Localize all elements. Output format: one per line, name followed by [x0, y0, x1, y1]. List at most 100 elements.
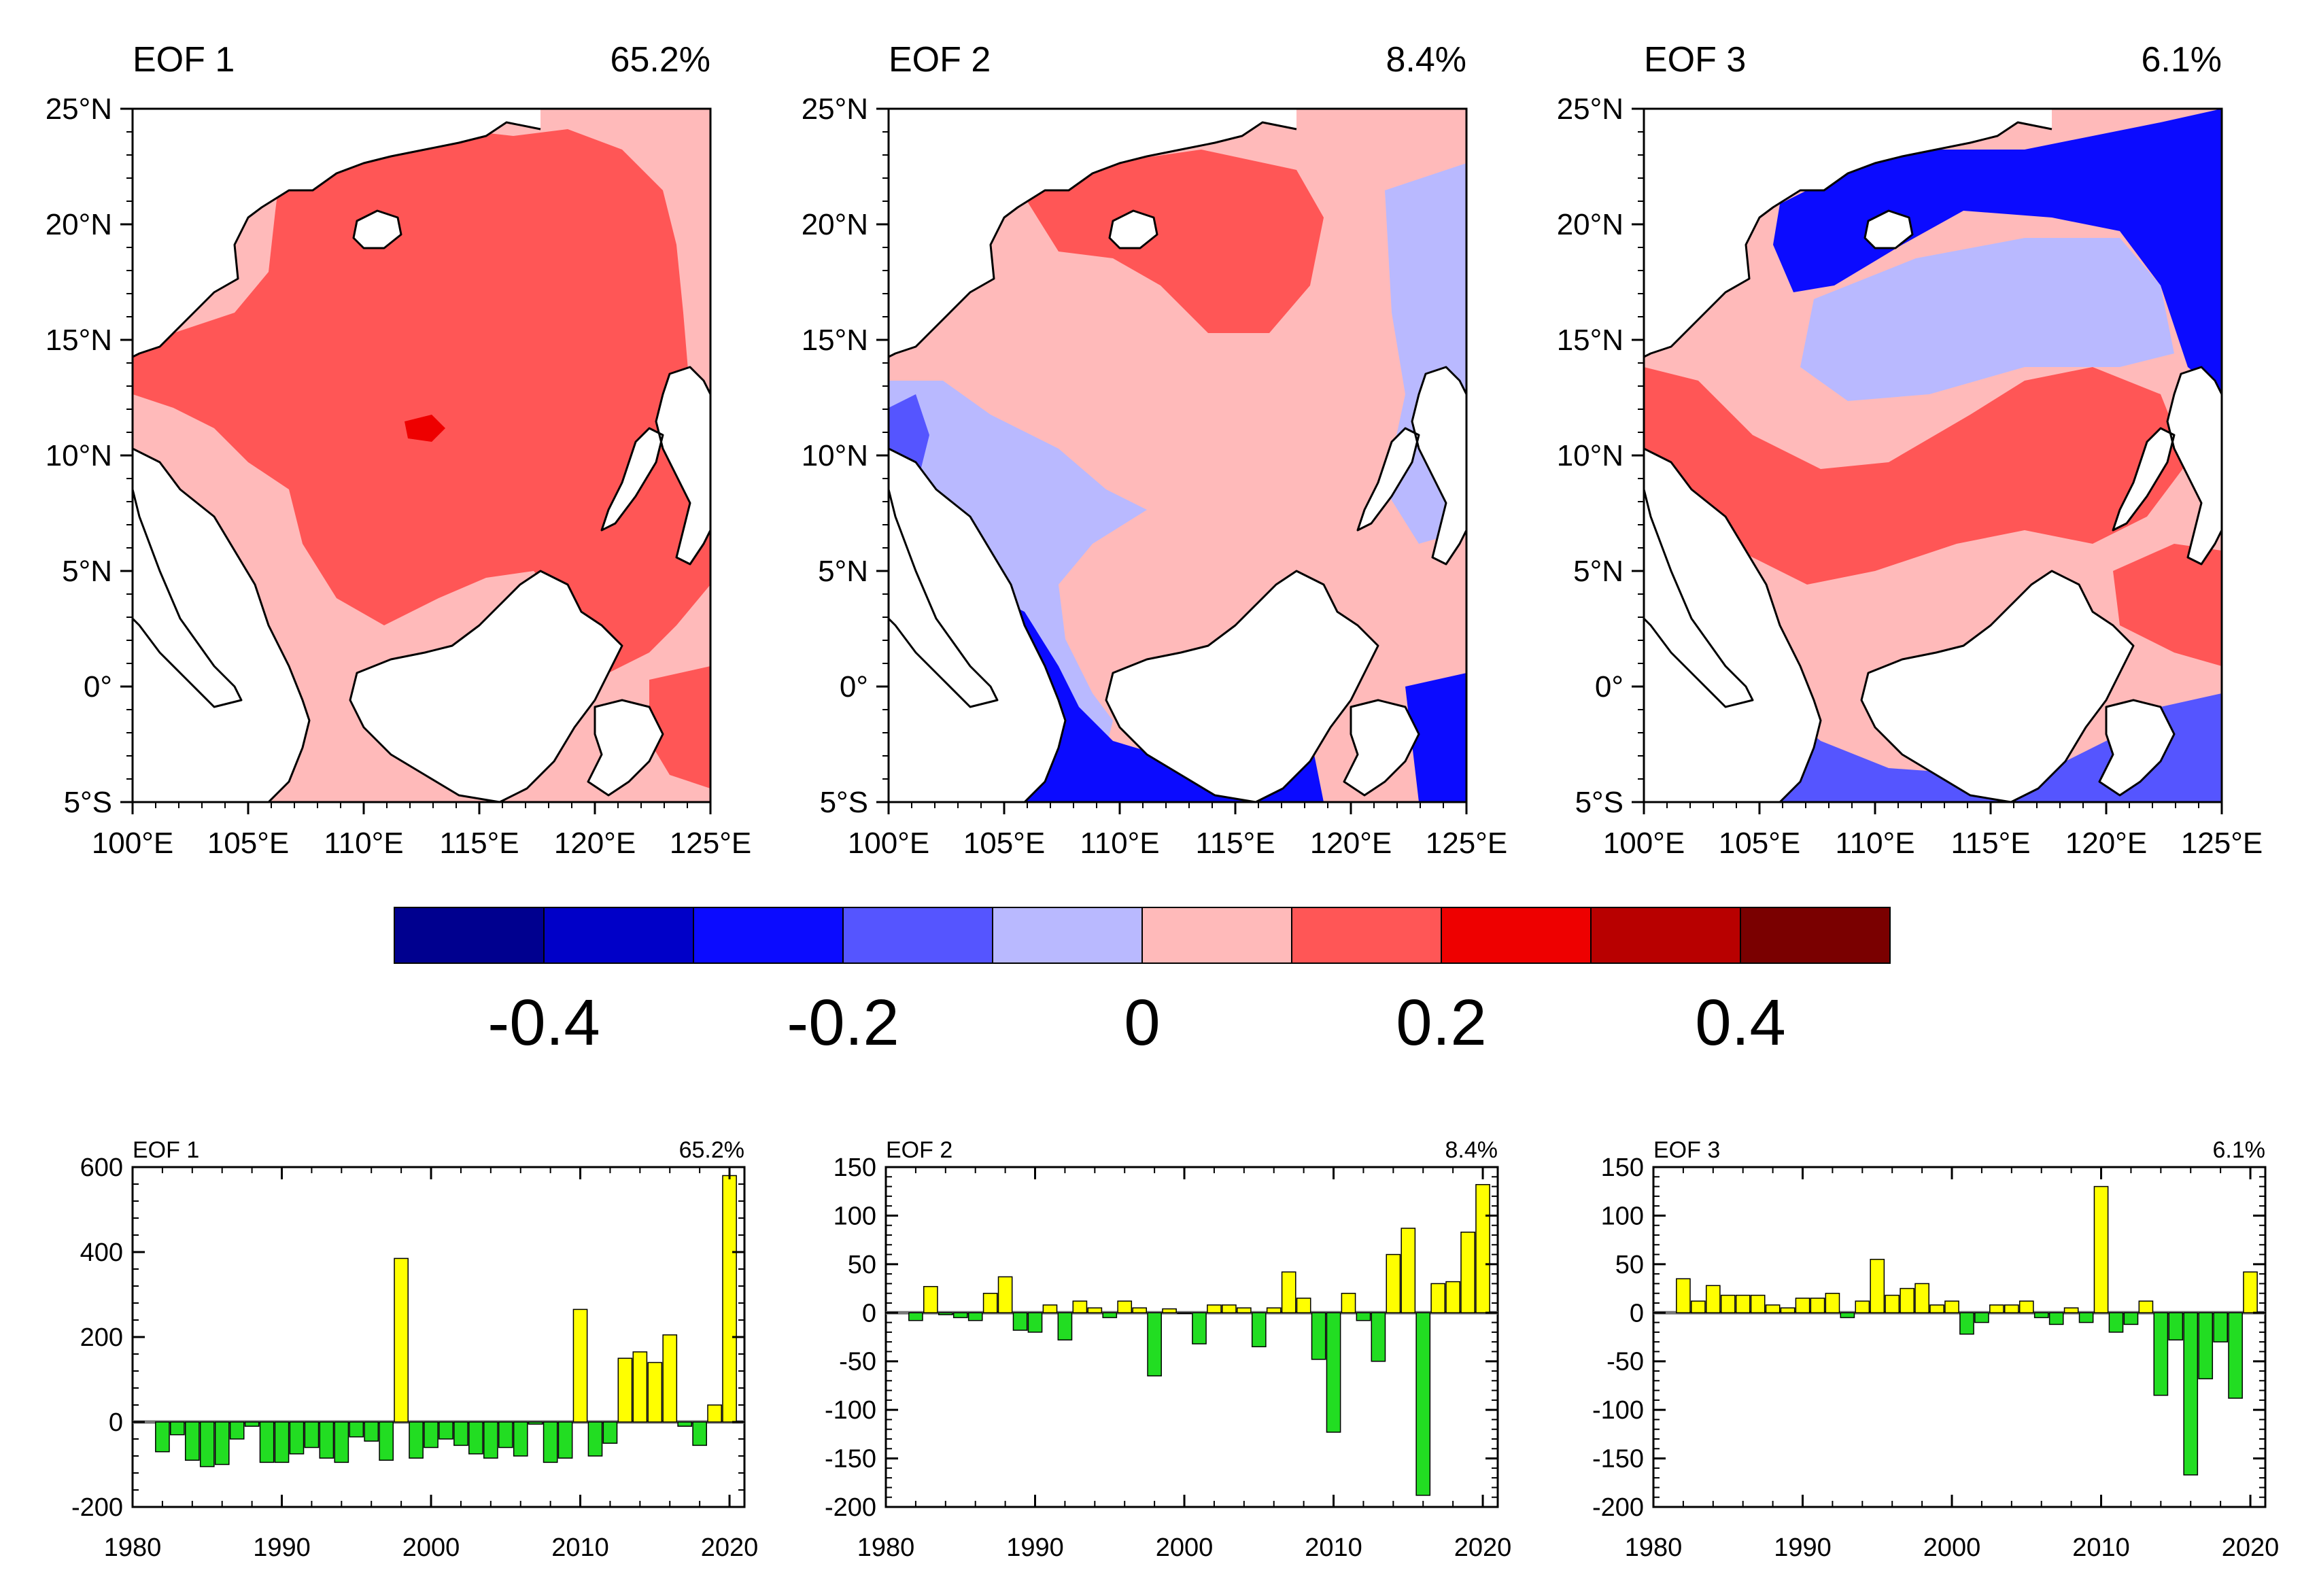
- ts3-bar: [1750, 1294, 1766, 1314]
- ts3-bar: [2033, 1312, 2049, 1319]
- ts1-bar: [155, 1421, 170, 1453]
- ts2-variance: 8.4%: [1445, 1137, 1498, 1163]
- map2-lon-label: 105°E: [963, 827, 1045, 860]
- map1-lat-label: 20°N: [46, 208, 112, 241]
- ts3-bar: [2153, 1312, 2169, 1396]
- ts2-bar: [1401, 1228, 1416, 1314]
- ts3-bar: [2004, 1304, 2019, 1314]
- ts2-bar: [1386, 1253, 1401, 1314]
- map2-lat-label: 5°N: [818, 555, 868, 588]
- map3-lon-label: 100°E: [1603, 827, 1685, 860]
- ts1-y-label: 0: [109, 1408, 123, 1437]
- ts2-bar: [1356, 1312, 1371, 1321]
- ts1-bar: [289, 1421, 305, 1455]
- ts1-x-label: 2020: [701, 1533, 759, 1562]
- map1-positive-region: [133, 129, 710, 673]
- ts1-y-label: 600: [80, 1153, 123, 1182]
- ts1-bar: [304, 1421, 320, 1448]
- ts2-bar: [1222, 1304, 1237, 1314]
- ts1-bar: [662, 1334, 678, 1423]
- ts3-y-label: -100: [1592, 1396, 1644, 1425]
- map3-lat-label: 5°N: [1573, 555, 1624, 588]
- ts2-y-label: -200: [825, 1493, 876, 1522]
- ts3-bar: [1914, 1283, 1929, 1314]
- ts2-bar: [1430, 1283, 1446, 1314]
- map1-lat-label: 5°S: [64, 786, 112, 819]
- ts3-bar: [1900, 1287, 1915, 1314]
- map3-lat-label: 15°N: [1557, 324, 1624, 357]
- ts2-bar: [1251, 1312, 1267, 1348]
- ts1-bar: [379, 1421, 394, 1461]
- colorbar-label: 0.2: [1396, 986, 1486, 1059]
- ts2-bar: [1132, 1307, 1148, 1314]
- ts3-x-label: 1990: [1774, 1533, 1832, 1562]
- ts2-bar: [982, 1292, 998, 1314]
- ts1-x-label: 1990: [253, 1533, 311, 1562]
- map2-lon-label: 120°E: [1310, 827, 1392, 860]
- ts2-bar: [1415, 1312, 1431, 1496]
- ts3-bar: [1810, 1298, 1825, 1314]
- map1-lon-label: 115°E: [439, 827, 519, 860]
- ts2-bar: [1341, 1292, 1356, 1314]
- ts2-bar: [1162, 1308, 1177, 1314]
- ts1-bar: [617, 1357, 633, 1423]
- ts1-bar: [707, 1404, 722, 1423]
- ts1-title: EOF 1: [133, 1137, 199, 1163]
- map2-lon-label: 115°E: [1195, 827, 1275, 860]
- ts3-y-label: -150: [1592, 1445, 1644, 1474]
- ts2-frame: [884, 1166, 1499, 1508]
- ts1-bar: [244, 1421, 260, 1427]
- map1-lon-label: 105°E: [207, 827, 289, 860]
- colorbar-label: 0.4: [1695, 986, 1785, 1059]
- map2-lon-label: 125°E: [1426, 827, 1507, 860]
- map1-lat-label: 5°N: [62, 555, 112, 588]
- ts2-y-label: -150: [825, 1445, 876, 1474]
- ts3-bar: [2228, 1312, 2243, 1399]
- map3-lat-label: 10°N: [1557, 439, 1624, 472]
- map2-lat-label: 5°S: [820, 786, 868, 819]
- ts2-bar: [1311, 1312, 1326, 1360]
- map1-lon-label: 125°E: [670, 827, 751, 860]
- ts2-x-label: 2010: [1305, 1533, 1362, 1562]
- ts3-bar: [1720, 1294, 1736, 1314]
- ts3-x-label: 2000: [1923, 1533, 1981, 1562]
- ts1-bar: [647, 1361, 663, 1423]
- ts2-bar: [1281, 1271, 1296, 1314]
- ts3-bar: [1676, 1278, 1691, 1314]
- map1-max-spot: [405, 415, 445, 442]
- ts1-bar: [468, 1421, 483, 1455]
- ts2-title: EOF 2: [886, 1137, 952, 1163]
- ts1-bar: [692, 1421, 707, 1446]
- ts2-x-label: 2020: [1454, 1533, 1512, 1562]
- map1-lat-label: 10°N: [46, 439, 112, 472]
- ts3-bar: [2018, 1300, 2034, 1314]
- ts3-bar: [1959, 1312, 1974, 1335]
- ts3-bar: [1735, 1294, 1751, 1314]
- ts1-bar: [543, 1421, 558, 1463]
- map3-lon-label: 105°E: [1719, 827, 1800, 860]
- ts2-bar: [1207, 1304, 1222, 1314]
- ts1-bar: [513, 1421, 528, 1457]
- ts2-bar: [908, 1312, 923, 1321]
- ts1-frame: [131, 1166, 746, 1508]
- ts3-bar: [1840, 1312, 1855, 1319]
- map3-lon-label: 120°E: [2065, 827, 2147, 860]
- ts2-bar: [1027, 1312, 1043, 1333]
- ts2-y-label: 0: [862, 1299, 876, 1328]
- ts3-variance: 6.1%: [2213, 1137, 2266, 1163]
- map2-lat-label: 10°N: [802, 439, 868, 472]
- ts1-bar: [632, 1351, 648, 1423]
- ts3-bar: [1870, 1258, 1885, 1314]
- map2-lat-label: 15°N: [802, 324, 868, 357]
- colorbar: -0.4 -0.2 0 0.2 0.4: [394, 907, 1891, 1059]
- colorbar-box: [1441, 907, 1592, 964]
- map1-variance: 65.2%: [611, 40, 710, 80]
- ts3-bar: [2168, 1312, 2184, 1341]
- ts3-bar: [1705, 1285, 1721, 1314]
- ts3-bar: [1795, 1298, 1810, 1314]
- ts1-bar: [259, 1421, 275, 1463]
- ts1-bar: [199, 1421, 215, 1468]
- map1-title: EOF 1: [133, 40, 235, 80]
- map2-lat-label: 20°N: [802, 208, 868, 241]
- ts3-bar: [1765, 1304, 1781, 1314]
